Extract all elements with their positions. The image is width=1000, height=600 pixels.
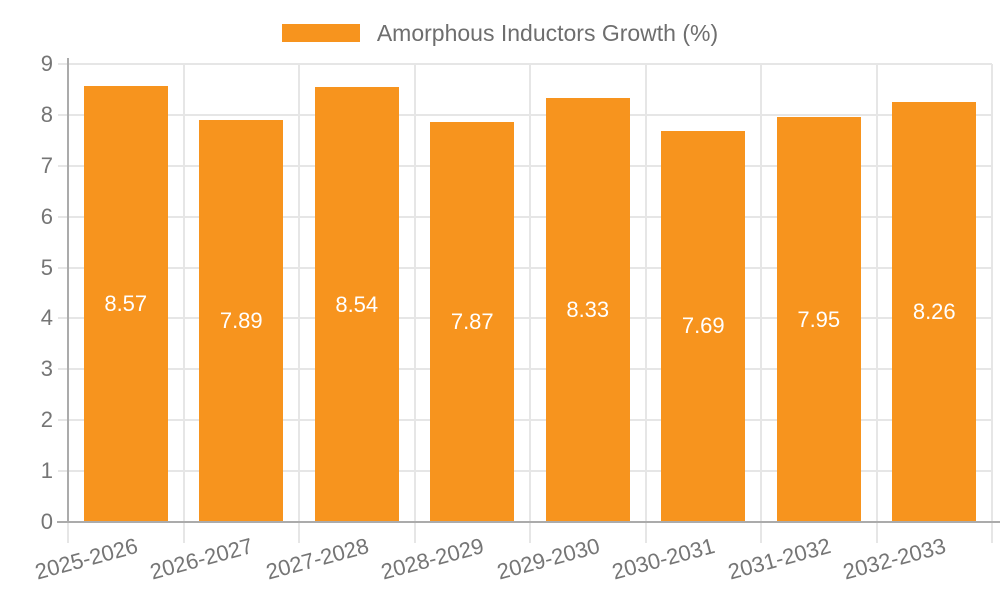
- y-tick-label: 0: [40, 509, 53, 534]
- y-axis-line: [67, 58, 69, 523]
- bar-value-label: 7.87: [450, 308, 494, 334]
- x-tick-label: 2027-2028: [262, 533, 371, 585]
- x-tick-label: 2026-2027: [147, 533, 256, 585]
- gridline-v: [182, 64, 185, 522]
- bar-value-label: 7.95: [797, 306, 841, 332]
- y-tick-label: 5: [40, 254, 53, 280]
- gridline-v: [644, 64, 647, 522]
- x-axis-tick: [298, 522, 300, 543]
- bar[interactable]: [83, 85, 168, 522]
- x-axis-tick: [182, 522, 185, 543]
- x-axis-tick: [875, 522, 878, 543]
- x-tick-label: 2030-2031: [609, 533, 718, 585]
- gridline-h: [58, 266, 992, 269]
- gridline-v: [298, 64, 300, 522]
- bar-value-label: 8.54: [335, 291, 379, 317]
- legend-swatch: [281, 24, 360, 42]
- y-tick-label: 7: [40, 152, 53, 178]
- gridline-v: [760, 64, 762, 522]
- gridline-v: [991, 64, 993, 522]
- legend-label: Amorphous Inductors Growth (%): [376, 19, 719, 46]
- gridline-h: [58, 63, 992, 65]
- x-tick-label: 2028-2029: [378, 533, 487, 585]
- y-tick-label: 9: [40, 51, 53, 76]
- gridline-h: [58, 368, 992, 371]
- bar[interactable]: [892, 101, 977, 522]
- bar[interactable]: [661, 130, 746, 522]
- bar-value-label: 7.89: [219, 308, 263, 334]
- x-tick-label: 2032-2033: [840, 533, 949, 585]
- bar[interactable]: [199, 120, 284, 522]
- gridline-v: [413, 64, 416, 522]
- bar[interactable]: [430, 121, 515, 522]
- bar-value-label: 8.33: [566, 297, 610, 323]
- x-tick-label: 2025-2026: [31, 533, 140, 585]
- gridline-h: [58, 419, 992, 422]
- gridline-h: [58, 317, 992, 320]
- x-axis-line: [57, 521, 1000, 523]
- y-tick-label: 3: [40, 356, 53, 382]
- x-axis-tick: [413, 522, 416, 543]
- gridline-h: [58, 470, 992, 473]
- bar[interactable]: [776, 117, 861, 522]
- y-tick-label: 2: [40, 407, 53, 433]
- bar-value-label: 8.57: [104, 290, 148, 316]
- gridline-v: [529, 64, 531, 522]
- y-tick-label: 4: [40, 305, 53, 331]
- x-axis-tick: [760, 522, 762, 543]
- x-axis-tick: [67, 522, 69, 543]
- legend: Amorphous Inductors Growth (%): [0, 20, 1000, 46]
- bar-value-label: 7.69: [681, 313, 725, 339]
- x-axis-tick: [991, 522, 993, 543]
- x-axis-tick: [529, 522, 531, 543]
- gridline-h: [58, 164, 992, 167]
- gridline-v: [875, 64, 878, 522]
- bar-value-label: 8.26: [912, 298, 956, 324]
- y-tick-label: 6: [40, 203, 53, 229]
- gridline-h: [58, 113, 992, 116]
- x-axis-tick: [644, 522, 647, 543]
- gridline-h: [58, 215, 992, 218]
- y-tick-label: 8: [40, 101, 53, 127]
- x-tick-label: 2031-2032: [724, 533, 833, 585]
- bar[interactable]: [545, 98, 630, 522]
- y-tick-label: 1: [40, 458, 53, 484]
- bar[interactable]: [314, 87, 399, 522]
- x-tick-label: 2029-2030: [493, 533, 602, 585]
